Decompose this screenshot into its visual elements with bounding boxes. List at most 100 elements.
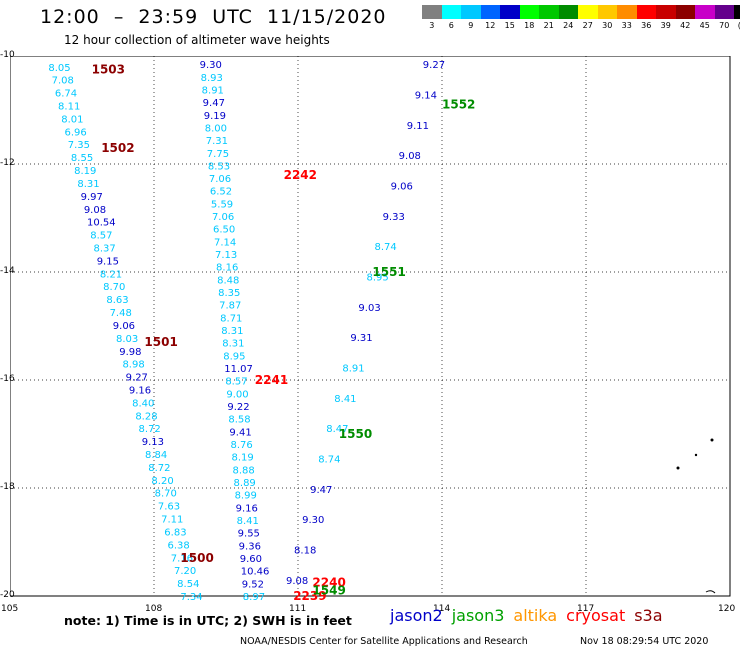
wave-height-value: 9.47 xyxy=(203,98,225,109)
wave-height-value: 7.13 xyxy=(215,250,237,261)
wave-height-value: 9.15 xyxy=(97,256,119,267)
wave-height-value: 8.74 xyxy=(318,454,340,465)
colorbar-swatch xyxy=(617,5,637,19)
latitude-tick-label: -10 xyxy=(0,50,15,60)
wave-height-value: 9.08 xyxy=(84,205,106,216)
colorbar-swatch xyxy=(578,5,598,19)
wave-height-value: 8.88 xyxy=(233,465,255,476)
wave-height-value: 8.76 xyxy=(230,440,252,451)
wave-height-value: 8.72 xyxy=(139,424,161,435)
wave-height-value: 7.06 xyxy=(212,212,234,223)
colorbar-label: 30 xyxy=(602,21,613,30)
colorbar-swatch xyxy=(558,5,578,19)
colorbar-swatch xyxy=(500,5,520,19)
wave-height-value: 8.74 xyxy=(375,242,397,253)
colorbar-label: 45 xyxy=(699,21,710,30)
wave-height-value: 9.06 xyxy=(391,181,413,192)
colorbar-swatch xyxy=(597,5,617,19)
latitude-tick-label: -12 xyxy=(0,158,15,168)
wave-height-value: 8.48 xyxy=(217,275,239,286)
wave-height-value: 6.50 xyxy=(213,225,235,236)
islands xyxy=(676,438,716,594)
legend-entry-cryosat: cryosat xyxy=(566,606,626,625)
latitude-tick-label: -14 xyxy=(0,266,15,276)
wave-height-value: 8.57 xyxy=(225,377,247,388)
longitude-tick-label: 111 xyxy=(289,604,307,614)
wave-height-value: 8.95 xyxy=(223,351,245,362)
colorbar-swatch xyxy=(461,5,481,19)
colorbar-swatch xyxy=(480,5,500,19)
wave-height-value: 8.57 xyxy=(90,231,112,242)
legend-entry-jason2: jason2 xyxy=(390,606,443,625)
wave-height-value: 8.28 xyxy=(135,411,157,422)
wave-height-value: 8.40 xyxy=(132,398,154,409)
track-jason3: 9.08 8.18 9.30 9.47 8.74 8.47 8.41 8.91 9.31 9.03… xyxy=(286,60,445,587)
longitude-tick-label: 117 xyxy=(577,604,595,614)
wave-height-value: 8.41 xyxy=(237,516,259,527)
wave-height-value: 9.16 xyxy=(236,503,258,514)
wave-height-value: 8.01 xyxy=(61,114,83,125)
pass-time-label: 2242 xyxy=(284,168,317,182)
wave-height-value: 8.58 xyxy=(228,415,250,426)
chart-title: 12:00 – 23:59 UTC 11/15/2020 xyxy=(40,6,387,28)
island-2 xyxy=(676,466,680,470)
longitude-tick-label: 105 xyxy=(1,604,19,614)
colorbar-label: 9 xyxy=(468,21,474,30)
wave-height-value: 6.83 xyxy=(164,527,186,538)
island-1 xyxy=(710,438,714,442)
colorbar-label: (ft) xyxy=(734,21,740,30)
generated-timestamp: Nov 18 08:29:54 UTC 2020 xyxy=(580,636,709,647)
wave-height-value: 8.63 xyxy=(106,295,128,306)
colorbar-swatch xyxy=(519,5,539,19)
wave-height-value: 7.48 xyxy=(110,308,132,319)
pass-time-label: 1500 xyxy=(180,551,213,565)
colorbar-swatch xyxy=(539,5,559,19)
longitude-tick-label: 114 xyxy=(433,604,451,614)
credit-text: NOAA/NESDIS Center for Satellite Applica… xyxy=(240,636,528,647)
wave-height-value: 8.47 xyxy=(326,424,348,435)
wave-height-value: 9.19 xyxy=(204,111,226,122)
gridlines xyxy=(10,56,730,596)
wave-height-value: 8.70 xyxy=(155,489,177,500)
wave-height-value: 10.54 xyxy=(87,218,116,229)
wave-height-value: 8.31 xyxy=(221,326,243,337)
latitude-tick-label: -18 xyxy=(0,482,15,492)
wave-height-value: 10.46 xyxy=(241,567,270,578)
wave-height-value: 8.21 xyxy=(100,269,122,280)
wave-height-value: 8.95 xyxy=(366,272,388,283)
wave-height-value: 7.16 xyxy=(171,553,193,564)
altimeter-tracks: 8.05 7.08 6.74 8.118.01 6.96 7.35 8.55 8.19 8.31… xyxy=(48,60,445,601)
wave-height-value: 7.35 xyxy=(68,140,90,151)
pass-time-label: 1503 xyxy=(92,63,125,77)
wave-height-value: 8.71 xyxy=(220,313,242,324)
wave-height-value: 6.52 xyxy=(210,187,232,198)
wave-height-value: 9.27 xyxy=(126,373,148,384)
wave-height-value: 8.05 xyxy=(48,63,70,74)
map-frame xyxy=(10,56,731,597)
colorbar-swatch xyxy=(714,5,734,19)
pass-time-label: 1550 xyxy=(339,427,372,441)
wave-height-value: 6.38 xyxy=(168,540,190,551)
chart-subtitle: 12 hour collection of altimeter wave hei… xyxy=(64,33,330,47)
wave-height-value: 8.41 xyxy=(334,394,356,405)
wave-height-value: 9.36 xyxy=(239,541,261,552)
wave-height-value: 9.33 xyxy=(383,212,405,223)
wave-height-value: 9.97 xyxy=(81,192,103,203)
longitude-tick-label: 120 xyxy=(718,604,736,614)
wave-height-value: 9.27 xyxy=(423,60,445,71)
wave-height-value: 7.08 xyxy=(52,76,74,87)
coast-fragment xyxy=(705,590,716,594)
legend-entry-altika: altika xyxy=(513,606,558,625)
track-altika: 8.05 7.08 6.74 8.118.01 6.96 7.35 8.55 8.19 8.31… xyxy=(48,63,202,601)
wave-height-value: 8.00 xyxy=(205,123,227,134)
wave-height-value: 9.16 xyxy=(129,385,151,396)
wave-height-value: 9.06 xyxy=(113,321,135,332)
wave-height-value: 9.30 xyxy=(302,515,324,526)
wave-height-value: 8.16 xyxy=(216,263,238,274)
wave-height-value: 9.60 xyxy=(240,554,262,565)
units-note: note: 1) Time is in UTC; 2) SWH is in fe… xyxy=(64,613,352,628)
colorbar-label: 21 xyxy=(543,21,554,30)
wave-height-value: 9.22 xyxy=(227,402,249,413)
